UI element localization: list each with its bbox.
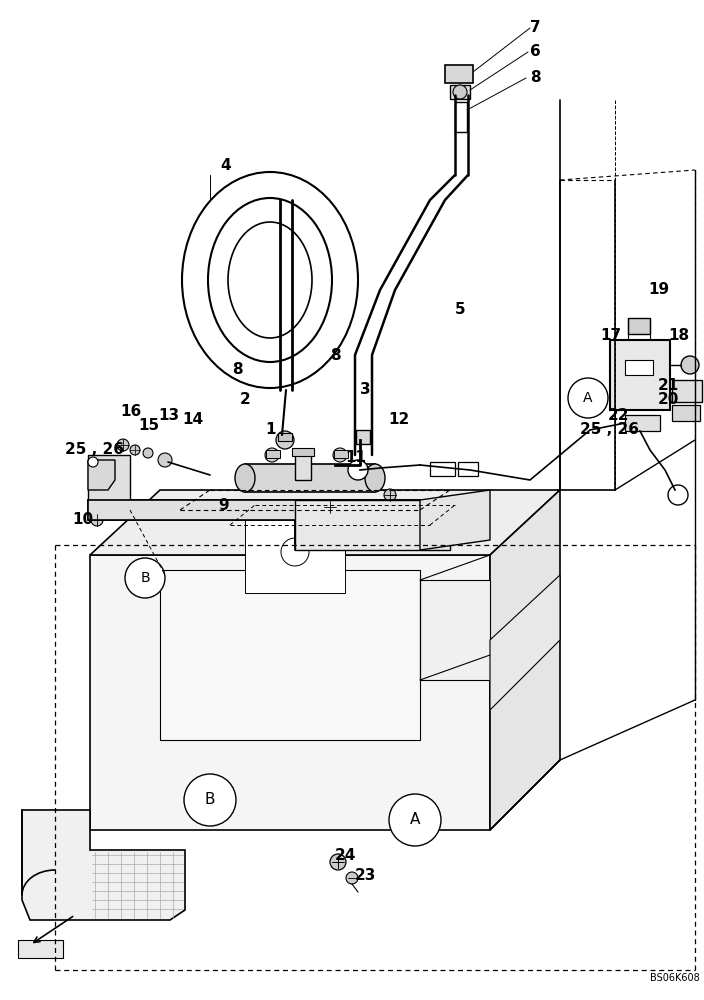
Text: 8: 8 xyxy=(330,348,341,362)
Bar xyxy=(450,85,470,99)
Text: 22: 22 xyxy=(608,408,629,422)
Polygon shape xyxy=(295,500,450,550)
Polygon shape xyxy=(88,455,130,500)
Polygon shape xyxy=(88,500,420,550)
Text: 1: 1 xyxy=(265,422,275,438)
Bar xyxy=(625,415,660,431)
Text: B: B xyxy=(140,571,150,585)
Text: 4: 4 xyxy=(220,157,231,172)
Polygon shape xyxy=(22,810,185,920)
Text: 6: 6 xyxy=(530,44,541,60)
Bar xyxy=(334,450,348,458)
Circle shape xyxy=(91,514,103,526)
Text: 15: 15 xyxy=(138,418,159,432)
Bar xyxy=(430,462,455,476)
Circle shape xyxy=(184,774,236,826)
Bar xyxy=(420,580,490,680)
Text: 12: 12 xyxy=(388,412,409,428)
Text: 2: 2 xyxy=(240,392,251,408)
Circle shape xyxy=(348,460,368,480)
Bar xyxy=(160,570,420,740)
Circle shape xyxy=(333,448,347,462)
Bar xyxy=(18,940,63,958)
Circle shape xyxy=(281,538,309,566)
Polygon shape xyxy=(490,575,560,710)
Polygon shape xyxy=(490,490,560,830)
Text: 20: 20 xyxy=(658,392,679,408)
Text: 23: 23 xyxy=(355,867,377,882)
Text: 3: 3 xyxy=(360,382,370,397)
Circle shape xyxy=(158,453,172,467)
Bar xyxy=(245,508,345,593)
Circle shape xyxy=(389,794,441,846)
Circle shape xyxy=(330,854,346,870)
Bar xyxy=(610,340,670,410)
Text: 13: 13 xyxy=(158,408,179,422)
Circle shape xyxy=(117,439,129,451)
Text: 10: 10 xyxy=(72,512,93,528)
Bar xyxy=(625,360,653,375)
Bar xyxy=(458,462,478,476)
Text: 25 , 26: 25 , 26 xyxy=(580,422,639,438)
Bar xyxy=(356,430,370,444)
Circle shape xyxy=(568,378,608,418)
Text: 9: 9 xyxy=(218,497,229,512)
Circle shape xyxy=(681,356,699,374)
Text: 16: 16 xyxy=(120,404,142,420)
Bar xyxy=(278,433,292,441)
Bar xyxy=(295,450,311,480)
Ellipse shape xyxy=(208,198,332,362)
Text: 17: 17 xyxy=(600,328,621,342)
Text: 19: 19 xyxy=(648,282,669,298)
Polygon shape xyxy=(420,490,490,550)
Text: 8: 8 xyxy=(232,362,243,377)
Text: A: A xyxy=(410,812,420,828)
Bar xyxy=(672,380,702,402)
Text: 11: 11 xyxy=(345,450,366,466)
Circle shape xyxy=(276,431,294,449)
Circle shape xyxy=(668,485,688,505)
Ellipse shape xyxy=(235,464,255,492)
Text: B: B xyxy=(205,792,215,808)
Text: BS06K608: BS06K608 xyxy=(650,973,700,983)
Text: 25 , 26: 25 , 26 xyxy=(65,442,124,458)
Circle shape xyxy=(453,85,467,99)
Circle shape xyxy=(125,558,165,598)
Polygon shape xyxy=(88,460,115,490)
Text: 24: 24 xyxy=(335,848,356,862)
Polygon shape xyxy=(90,555,490,830)
Circle shape xyxy=(265,448,279,462)
Circle shape xyxy=(143,448,153,458)
Circle shape xyxy=(384,489,396,501)
Circle shape xyxy=(130,445,140,455)
Bar xyxy=(292,448,314,456)
Bar xyxy=(266,450,280,458)
Text: 18: 18 xyxy=(668,328,689,342)
Text: A: A xyxy=(583,391,593,405)
Text: 7: 7 xyxy=(530,20,541,35)
Text: 5: 5 xyxy=(455,302,465,318)
Polygon shape xyxy=(88,500,420,545)
Circle shape xyxy=(324,501,336,513)
Text: 21: 21 xyxy=(658,377,679,392)
Text: 14: 14 xyxy=(182,412,203,428)
Bar xyxy=(672,405,700,421)
Bar xyxy=(628,318,650,334)
Text: 8: 8 xyxy=(530,70,541,86)
Bar xyxy=(445,65,473,83)
Ellipse shape xyxy=(365,464,385,492)
Circle shape xyxy=(346,872,358,884)
Bar xyxy=(245,464,375,492)
Circle shape xyxy=(88,457,98,467)
Polygon shape xyxy=(90,490,560,555)
Bar xyxy=(455,102,467,132)
